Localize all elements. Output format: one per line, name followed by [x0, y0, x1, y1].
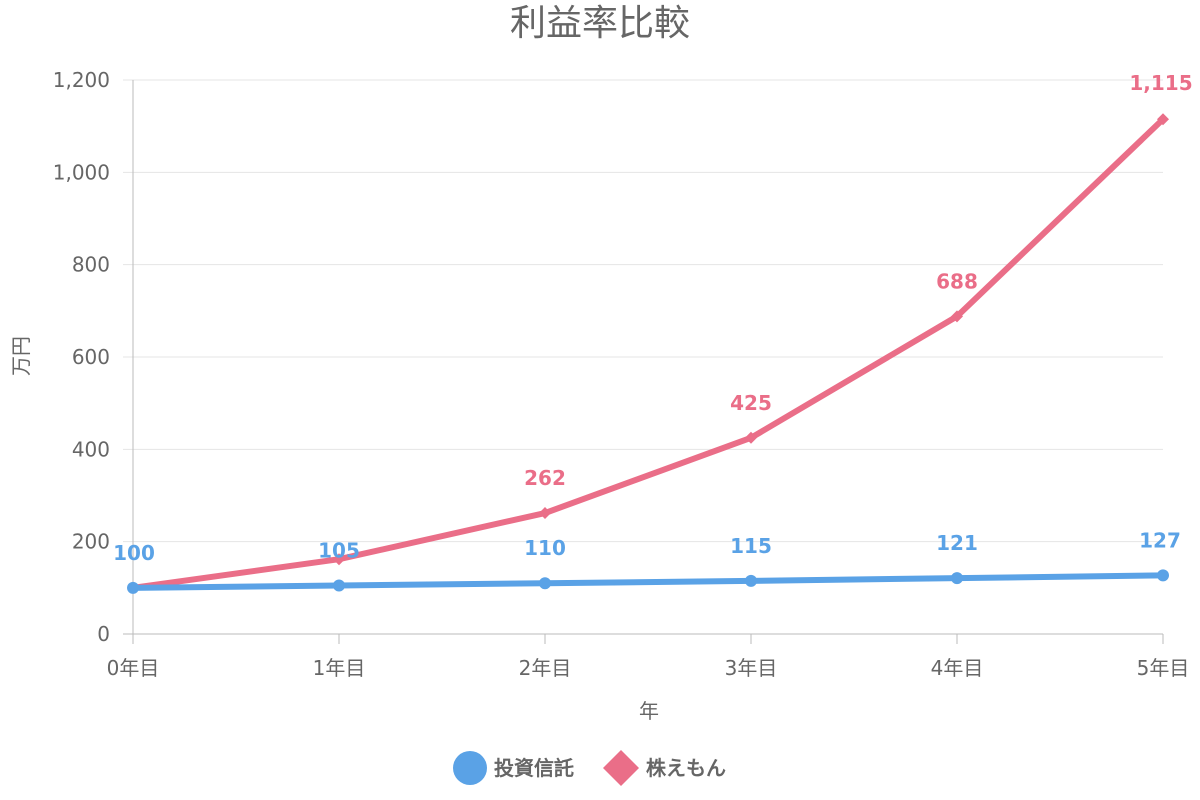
data-label: 262	[524, 466, 566, 490]
data-point-diamond[interactable]	[1157, 113, 1169, 126]
data-labels: 100 105 110 115 121 127 262 425 688 1,115	[113, 71, 1193, 565]
data-point-diamond[interactable]	[539, 507, 551, 520]
chart-title: 利益率比較	[510, 3, 690, 44]
y-tick-label: 1,200	[53, 68, 110, 92]
legend-label-investment-trust: 投資信託	[494, 756, 574, 780]
legend-label-kabuemon: 株えもん	[646, 756, 726, 780]
data-point-circle[interactable]	[745, 574, 757, 587]
data-label: 105	[318, 539, 360, 563]
x-tick-label: 5年目	[1137, 656, 1190, 680]
y-tick-label: 800	[72, 253, 110, 277]
grid	[123, 79, 1164, 644]
data-point-diamond[interactable]	[745, 431, 757, 444]
x-axis-ticks: 0年目 1年目 2年目 3年目 4年目 5年目	[107, 656, 1190, 680]
legend-marker-diamond	[603, 750, 639, 786]
data-label: 100	[113, 541, 155, 565]
data-point-diamond[interactable]	[333, 553, 345, 566]
data-point-circle[interactable]	[539, 577, 551, 590]
y-tick-label: 0	[97, 622, 110, 646]
data-point-diamond[interactable]	[951, 310, 963, 323]
legend-marker-circle	[453, 751, 487, 785]
data-label: 1,115	[1129, 71, 1192, 95]
legend-item-kabuemon[interactable]: 株えもん	[603, 750, 726, 786]
y-tick-label: 200	[72, 530, 110, 554]
data-label: 425	[730, 391, 772, 415]
data-point-circle[interactable]	[951, 572, 963, 585]
data-point-circle[interactable]	[333, 579, 345, 592]
x-tick-label: 3年目	[725, 656, 778, 680]
y-tick-label: 1,000	[53, 160, 110, 184]
x-axis-title: 年	[639, 699, 659, 723]
series-line-0	[130, 572, 1166, 591]
x-tick-label: 1年目	[313, 656, 366, 680]
data-point-circle[interactable]	[1157, 569, 1169, 582]
data-label: 127	[1139, 528, 1181, 552]
data-label: 110	[524, 536, 566, 560]
y-tick-label: 600	[72, 345, 110, 369]
legend-item-investment-trust[interactable]: 投資信託	[453, 751, 574, 785]
data-label: 115	[730, 534, 772, 558]
y-axis-ticks: 0 200 400 600 800 1,000 1,200	[53, 68, 110, 646]
y-tick-label: 400	[72, 437, 110, 461]
data-label: 121	[936, 531, 978, 555]
x-tick-label: 4年目	[931, 656, 984, 680]
y-axis-title: 万円	[9, 336, 33, 376]
x-tick-label: 2年目	[519, 656, 572, 680]
series-line-1	[130, 116, 1166, 591]
x-tick-label: 0年目	[107, 656, 160, 680]
series-layer	[127, 113, 1169, 594]
legend: 投資信託 株えもん	[453, 750, 726, 786]
data-label: 688	[936, 269, 978, 293]
data-point-circle[interactable]	[127, 581, 139, 594]
